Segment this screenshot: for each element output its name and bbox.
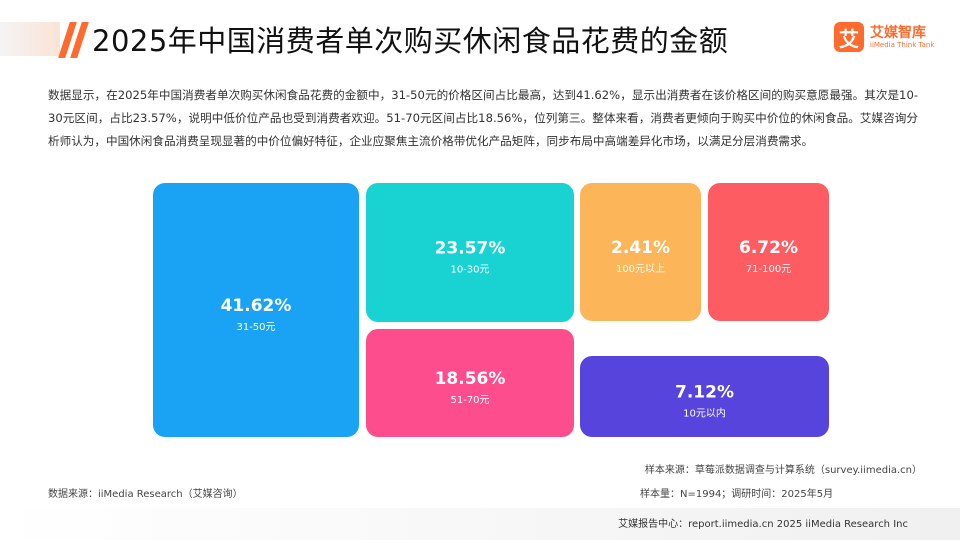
value-label: 41.62% — [221, 296, 292, 316]
treemap-block — [708, 183, 829, 321]
category-label: 100元以上 — [616, 263, 665, 275]
treemap-cell: 2.41% 100元以上 — [580, 183, 701, 321]
category-label: 71-100元 — [746, 264, 791, 275]
category-label: 51-70元 — [450, 395, 489, 406]
treemap-block — [153, 183, 359, 437]
description-paragraph: 数据显示，在2025年中国消费者单次购买休闲食品花费的金额中，31-50元的价格… — [48, 88, 918, 148]
sample-size-note: 样本量：N=1994；调研时间：2025年5月 — [640, 489, 834, 500]
treemap-block — [580, 356, 829, 437]
treemap-cell: 6.72% 71-100元 — [708, 183, 829, 321]
treemap-block — [580, 183, 701, 321]
title-accent — [0, 22, 60, 56]
treemap-cell: 23.57% 10-30元 — [366, 183, 574, 322]
treemap-block — [366, 329, 574, 437]
logo-name: 艾媒智库 — [870, 25, 926, 41]
value-label: 23.57% — [435, 239, 506, 259]
treemap-cell: 18.56% 51-70元 — [366, 329, 574, 437]
logo-subtitle: iiMedia Think Tank — [870, 41, 935, 49]
value-label: 18.56% — [435, 369, 506, 389]
category-label: 10元以内 — [683, 407, 726, 420]
value-label: 6.72% — [739, 238, 798, 258]
treemap-cell: 7.12% 10元以内 — [580, 356, 829, 437]
category-label: 31-50元 — [236, 322, 275, 333]
value-label: 2.41% — [611, 238, 670, 258]
logo-icon: 艾 — [834, 22, 864, 52]
treemap-cell: 41.62% 31-50元 — [153, 183, 359, 437]
header: 2025年中国消费者单次购买休闲食品花费的金额 艾 艾媒智库 iiMedia T… — [0, 0, 960, 80]
category-label: 10-30元 — [450, 265, 489, 276]
data-source-note: 数据来源：iiMedia Research（艾媒咨询） — [48, 489, 243, 500]
page-title: 2025年中国消费者单次购买休闲食品花费的金额 — [92, 24, 729, 58]
brand-logo: 艾 艾媒智库 iiMedia Think Tank — [834, 22, 944, 56]
footer-text: 艾媒报告中心：report.iimedia.cn 2025 iiMedia Re… — [618, 519, 908, 530]
value-label: 7.12% — [675, 383, 734, 403]
treemap-block — [366, 183, 574, 322]
footer-bar — [0, 508, 960, 540]
sample-source-note: 样本来源：草莓派数据调查与计算系统（survey.iimedia.cn） — [644, 465, 922, 476]
